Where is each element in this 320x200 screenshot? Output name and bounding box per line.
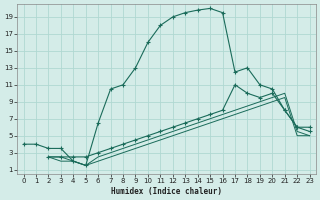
X-axis label: Humidex (Indice chaleur): Humidex (Indice chaleur) — [111, 187, 222, 196]
